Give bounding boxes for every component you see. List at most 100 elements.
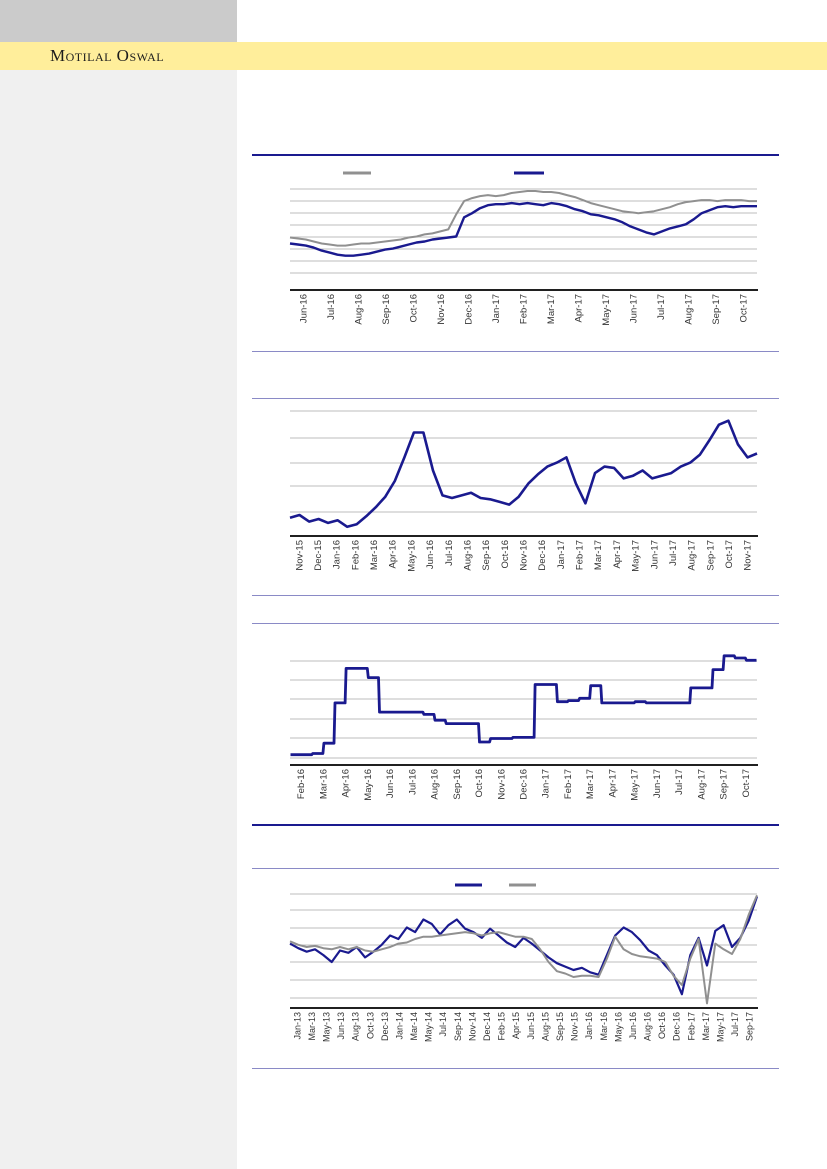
series-navy-line: [289, 201, 757, 257]
x-axis-tick-label: Jul-17: [730, 1012, 740, 1037]
separator-navy-top: [252, 154, 779, 156]
x-axis-tick-label: Dec-16: [672, 1012, 682, 1041]
x-axis-tick-label: Jan-13: [292, 1012, 302, 1040]
x-axis-tick-label: Feb-17: [519, 294, 530, 324]
x-axis-tick-label: Jan-16: [584, 1012, 594, 1040]
x-axis-tick-label: Jan-17: [541, 769, 552, 798]
x-axis-tick-label: Oct-13: [365, 1012, 375, 1039]
x-axis-tick-label: Jan-17: [491, 294, 502, 323]
x-axis-tick-label: Jul-17: [656, 294, 667, 320]
x-axis-tick-label: Sep-17: [711, 294, 722, 325]
x-axis-tick-label: Mar-17: [593, 540, 604, 570]
x-axis-tick-label: Mar-16: [318, 769, 329, 799]
x-axis-tick-label: Sep-17: [745, 1012, 755, 1041]
x-axis-tick-label: Nov-14: [467, 1012, 477, 1041]
x-axis-tick-label: Feb-17: [563, 769, 574, 799]
x-axis-tick-label: Mar-17: [546, 294, 557, 324]
x-axis-tick-label: Jul-14: [438, 1012, 448, 1037]
x-axis-tick-label: Sep-16: [452, 769, 463, 800]
x-axis-tick-label: May-17: [601, 294, 612, 326]
x-axis-tick-label: Jun-16: [299, 294, 310, 323]
x-axis-tick-label: Dec-16: [537, 540, 548, 571]
x-axis-tick-label: Aug-16: [354, 294, 365, 325]
x-axis-tick-label: Apr-17: [612, 540, 623, 569]
series-navy-line: [290, 654, 757, 757]
x-axis-tick-label: Jan-17: [556, 540, 567, 569]
x-axis-tick-label: Jun-15: [526, 1012, 536, 1040]
x-axis-tick-label: Aug-16: [643, 1012, 653, 1041]
x-axis-tick-label: Dec-14: [482, 1012, 492, 1041]
x-axis-tick-label: Apr-15: [511, 1012, 521, 1039]
x-axis-tick-label: Feb-17: [575, 540, 586, 570]
x-axis-tick-label: Mar-16: [599, 1012, 609, 1041]
x-axis-tick-label: Jul-17: [668, 540, 679, 566]
x-axis-tick-label: Feb-15: [497, 1012, 507, 1041]
x-axis-tick-label: Sep-16: [381, 294, 392, 325]
x-axis-tick-label: Oct-17: [724, 540, 735, 569]
x-axis-tick-label: Jun-13: [336, 1012, 346, 1040]
x-axis-tick-label: Sep-17: [719, 769, 730, 800]
x-axis-tick-label: May-17: [716, 1012, 726, 1042]
chart-2-canvas: Nov-15 Dec-15 Jan-16 Feb-16 Mar-16 Apr-16 May-…: [289, 410, 758, 572]
x-axis-tick-label: Aug-17: [687, 540, 698, 571]
chart-1-canvas: Jun-16 Jul-16 Aug-16 Sep-16 Oct-16 Nov-16 Dec-…: [289, 171, 758, 326]
chart-1-dual-line: Jun-16 Jul-16 Aug-16 Sep-16 Oct-16 Nov-16 Dec-…: [252, 160, 779, 350]
x-axis-tick-label: Oct-16: [409, 294, 420, 323]
x-axis-tick-label: Nov-16: [436, 294, 447, 325]
x-axis-tick-label: Jul-16: [407, 769, 418, 795]
x-axis-tick-label: Aug-17: [683, 294, 694, 325]
x-axis-tick-label: Aug-16: [430, 769, 441, 800]
x-axis-tick-label: Oct-16: [474, 769, 485, 798]
x-axis-tick-label: Feb-16: [296, 769, 307, 799]
x-axis-tick-label: Mar-16: [369, 540, 380, 570]
x-axis-tick-label: Dec-16: [464, 294, 475, 325]
x-axis-tick-label: Sep-16: [481, 540, 492, 571]
x-axis-tick-label: Apr-17: [607, 769, 618, 798]
x-axis-tick-label: Apr-16: [388, 540, 399, 569]
x-axis-tick-label: Oct-16: [500, 540, 511, 569]
header-corner-block: [0, 0, 237, 42]
series-navy-line: [289, 419, 758, 529]
x-axis-tick-label: Nov-16: [496, 769, 507, 800]
x-axis-tick-label: Jul-16: [326, 294, 337, 320]
x-axis-tick-label: Oct-17: [741, 769, 752, 798]
series-gray-line: [289, 894, 758, 1005]
chart-3-step-line: Feb-16 Mar-16 Apr-16 May-16 Jun-16 Jul-16 Aug-…: [252, 640, 779, 822]
x-axis-tick-label: Nov-15: [570, 1012, 580, 1041]
x-axis-tick-label: Jun-17: [652, 769, 663, 798]
x-axis-tick-label: May-16: [406, 540, 417, 572]
x-axis-tick-label: Aug-17: [696, 769, 707, 800]
chart-3-canvas: Feb-16 Mar-16 Apr-16 May-16 Jun-16 Jul-16 Aug-…: [290, 654, 758, 801]
chart-2-single-line: Nov-15 Dec-15 Jan-16 Feb-16 Mar-16 Apr-16 May-…: [252, 400, 779, 593]
x-axis-tick-label: Jun-16: [385, 769, 396, 798]
x-axis-tick-label: Dec-13: [380, 1012, 390, 1041]
separator-below-chart-2: [252, 595, 779, 596]
x-axis-tick-label: Sep-14: [453, 1012, 463, 1041]
x-axis-tick-label: Mar-14: [409, 1012, 419, 1041]
sidebar: [0, 70, 237, 1169]
separator-above-chart-4: [252, 868, 779, 869]
brand-title: Motilal Oswal: [50, 46, 165, 65]
x-axis-tick-label: Sep-17: [705, 540, 716, 571]
series-navy-line: [289, 896, 759, 996]
x-axis-tick-label: Dec-16: [519, 769, 530, 800]
x-axis-tick-label: Jun-16: [425, 540, 436, 569]
x-axis-tick-label: May-16: [613, 1012, 623, 1042]
x-axis-tick-label: Dec-15: [313, 540, 324, 571]
x-axis-tick-label: Jul-16: [444, 540, 455, 566]
x-axis-tick-label: Jun-16: [628, 1012, 638, 1040]
separator-below-chart-1: [252, 351, 779, 352]
x-axis-tick-label: Nov-16: [519, 540, 530, 571]
x-axis-tick-label: Feb-17: [686, 1012, 696, 1041]
x-axis-tick-label: Aug-13: [351, 1012, 361, 1041]
chart-4-canvas: Jan-13 Mar-13 May-13 Jun-13 Aug-13 Oct-13 Dec-…: [289, 883, 759, 1042]
x-axis-tick-label: Mar-17: [585, 769, 596, 799]
x-axis-tick-label: Mar-13: [307, 1012, 317, 1041]
chart-4-dual-line: Jan-13 Mar-13 May-13 Jun-13 Aug-13 Oct-13 Dec-…: [252, 875, 779, 1065]
x-axis-tick-label: Jan-16: [332, 540, 343, 569]
series-gray-line: [289, 190, 757, 247]
x-axis-tick-label: Apr-17: [573, 294, 584, 323]
x-axis-tick-label: Aug-15: [540, 1012, 550, 1041]
x-axis-tick-label: Nov-17: [743, 540, 754, 571]
